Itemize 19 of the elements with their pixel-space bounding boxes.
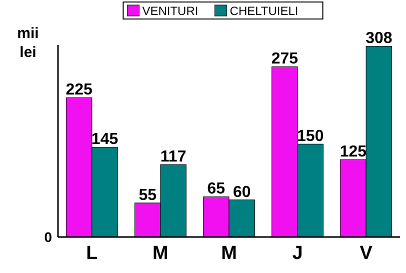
x-tick-label: L (86, 243, 98, 264)
y-axis-title: mii lei (17, 25, 39, 61)
x-tick-label: J (292, 243, 303, 264)
data-label: 60 (232, 184, 251, 201)
x-tick-label: M (221, 243, 237, 264)
legend-label: VENITURI (142, 4, 198, 18)
legend-label: CHELTUIELI (230, 4, 298, 18)
data-label: 65 (207, 180, 226, 198)
data-label: 125 (340, 144, 367, 161)
x-tick-label: V (360, 243, 373, 264)
data-label: 308 (366, 30, 392, 48)
data-label: 145 (91, 131, 118, 148)
data-label: 117 (160, 148, 186, 166)
x-tick-label: M (152, 243, 168, 264)
data-label: 55 (138, 186, 157, 204)
data-label: 275 (271, 50, 298, 68)
data-label: 225 (66, 82, 93, 99)
data-label: 150 (297, 128, 324, 146)
text: 0 (44, 229, 52, 245)
